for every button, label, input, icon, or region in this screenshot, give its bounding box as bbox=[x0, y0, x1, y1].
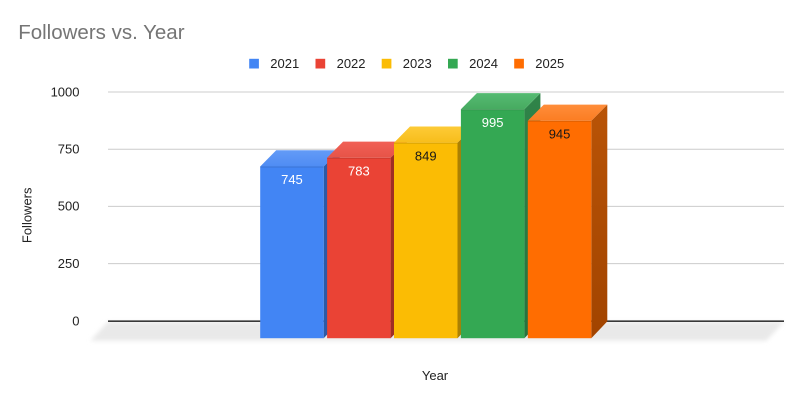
svg-text:500: 500 bbox=[58, 199, 80, 214]
svg-text:750: 750 bbox=[58, 142, 80, 157]
svg-text:745: 745 bbox=[281, 172, 303, 187]
svg-text:2022: 2022 bbox=[337, 56, 366, 71]
svg-text:Followers: Followers bbox=[19, 187, 34, 243]
svg-text:995: 995 bbox=[482, 115, 504, 130]
svg-text:945: 945 bbox=[549, 126, 571, 141]
svg-text:2024: 2024 bbox=[469, 56, 498, 71]
svg-text:0: 0 bbox=[72, 313, 79, 328]
svg-text:250: 250 bbox=[58, 256, 80, 271]
svg-text:Followers vs. Year: Followers vs. Year bbox=[18, 21, 185, 44]
svg-text:2025: 2025 bbox=[535, 56, 564, 71]
svg-text:1000: 1000 bbox=[51, 84, 80, 99]
svg-text:849: 849 bbox=[415, 148, 437, 163]
svg-text:Year: Year bbox=[422, 368, 449, 383]
svg-text:783: 783 bbox=[348, 163, 370, 178]
svg-text:2023: 2023 bbox=[403, 56, 432, 71]
svg-text:2021: 2021 bbox=[270, 56, 299, 71]
